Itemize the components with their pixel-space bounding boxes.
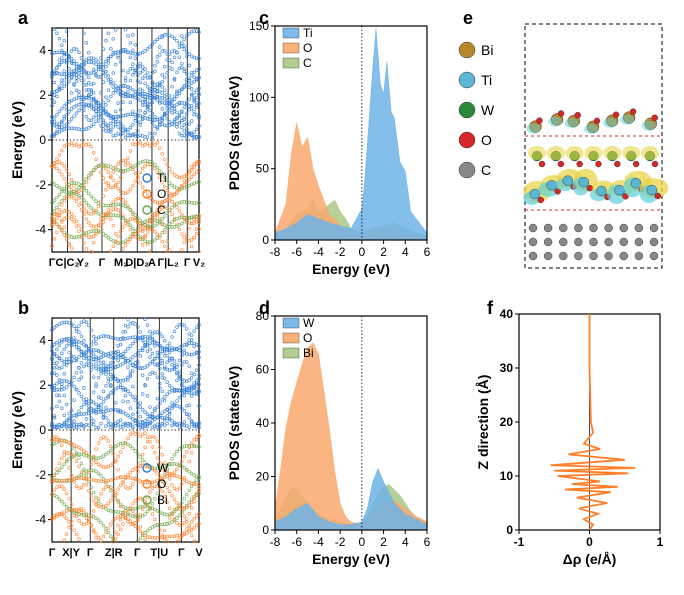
svg-text:D|D₂: D|D₂ bbox=[125, 257, 149, 269]
svg-text:V: V bbox=[195, 547, 203, 559]
svg-text:Z|R: Z|R bbox=[105, 547, 123, 559]
svg-text:O: O bbox=[303, 41, 312, 55]
svg-text:60: 60 bbox=[256, 363, 270, 377]
svg-text:Γ: Γ bbox=[99, 257, 106, 269]
svg-text:Energy (eV): Energy (eV) bbox=[10, 391, 25, 469]
svg-text:-6: -6 bbox=[291, 535, 302, 549]
svg-text:4: 4 bbox=[39, 333, 46, 347]
svg-text:10: 10 bbox=[500, 469, 514, 483]
svg-text:Ti: Ti bbox=[481, 72, 492, 88]
svg-text:X|Y: X|Y bbox=[62, 547, 80, 559]
svg-text:1: 1 bbox=[657, 535, 664, 549]
svg-text:PDOS (states/eV): PDOS (states/eV) bbox=[226, 76, 242, 190]
svg-text:A: A bbox=[148, 257, 156, 269]
svg-text:20: 20 bbox=[256, 470, 270, 484]
svg-text:Energy (eV): Energy (eV) bbox=[312, 261, 390, 277]
svg-text:W: W bbox=[303, 316, 315, 330]
panel-a-label: a bbox=[18, 8, 28, 29]
svg-text:6: 6 bbox=[424, 245, 431, 259]
svg-text:0: 0 bbox=[359, 245, 366, 259]
svg-text:0: 0 bbox=[586, 535, 593, 549]
svg-text:40: 40 bbox=[256, 416, 270, 430]
charge-diff-plot: -101010203040Δρ (e/Å)Z direction (Å) bbox=[475, 300, 670, 570]
panel-d-label: d bbox=[259, 298, 270, 319]
svg-text:-4: -4 bbox=[313, 245, 324, 259]
svg-text:-2: -2 bbox=[335, 245, 346, 259]
svg-text:20: 20 bbox=[500, 415, 514, 429]
panel-f-label: f bbox=[487, 298, 493, 319]
svg-text:-4: -4 bbox=[35, 513, 46, 527]
svg-text:40: 40 bbox=[500, 307, 514, 321]
svg-text:30: 30 bbox=[500, 361, 514, 375]
svg-text:-4: -4 bbox=[35, 223, 46, 237]
svg-text:Energy (eV): Energy (eV) bbox=[10, 101, 25, 179]
svg-text:0: 0 bbox=[262, 233, 269, 247]
svg-text:-6: -6 bbox=[291, 245, 302, 259]
svg-text:Bi: Bi bbox=[303, 346, 314, 360]
svg-text:50: 50 bbox=[256, 162, 270, 176]
svg-text:Γ: Γ bbox=[178, 547, 185, 559]
svg-text:O: O bbox=[157, 477, 166, 491]
svg-text:Γ: Γ bbox=[134, 547, 141, 559]
svg-text:-4: -4 bbox=[313, 535, 324, 549]
svg-text:-2: -2 bbox=[335, 535, 346, 549]
svg-text:W: W bbox=[481, 102, 495, 118]
svg-text:-2: -2 bbox=[35, 468, 46, 482]
svg-text:Bi: Bi bbox=[157, 493, 168, 507]
svg-text:-2: -2 bbox=[35, 178, 46, 192]
svg-text:C: C bbox=[157, 203, 166, 217]
svg-text:V₂: V₂ bbox=[193, 257, 205, 269]
pdos-c: -8-6-4-20246050100150Energy (eV)PDOS (st… bbox=[225, 10, 435, 280]
svg-text:-8: -8 bbox=[270, 535, 281, 549]
svg-text:2: 2 bbox=[380, 245, 387, 259]
panel-c-label: c bbox=[259, 8, 269, 29]
svg-text:Energy (eV): Energy (eV) bbox=[312, 551, 390, 567]
panel-b-label: b bbox=[18, 298, 29, 319]
panel-f: f -101010203040Δρ (e/Å)Z direction (Å) bbox=[475, 300, 670, 570]
svg-text:T|U: T|U bbox=[150, 547, 168, 559]
panel-e: e Bi Ti WOC bbox=[455, 10, 670, 280]
svg-text:2: 2 bbox=[39, 88, 46, 102]
svg-text:0: 0 bbox=[39, 423, 46, 437]
band-structure-b: -4-2024ΓX|YΓZ|RΓT|UΓVEnergy (eV)WOBi bbox=[10, 300, 205, 570]
panel-d: d -8-6-4-20246020406080Energy (eV)PDOS (… bbox=[225, 300, 435, 570]
svg-text:Γ: Γ bbox=[49, 547, 56, 559]
svg-text:2: 2 bbox=[39, 378, 46, 392]
panel-b: b -4-2024ΓX|YΓZ|RΓT|UΓVEnergy (eV)WOBi bbox=[10, 300, 205, 570]
svg-text:O: O bbox=[481, 132, 492, 148]
panel-e-label: e bbox=[463, 8, 473, 29]
svg-text:PDOS (states/eV): PDOS (states/eV) bbox=[226, 366, 242, 480]
svg-text:Γ: Γ bbox=[87, 547, 94, 559]
svg-text:Γ|L₂: Γ|L₂ bbox=[157, 257, 178, 269]
svg-text:W: W bbox=[157, 461, 169, 475]
svg-text:O: O bbox=[157, 187, 166, 201]
svg-text:-8: -8 bbox=[270, 245, 281, 259]
panel-a: a -4-2024ΓC|C₂Y₂ΓM₂D|D₂AΓ|L₂ΓV₂Energy (e… bbox=[10, 10, 205, 280]
pdos-d: -8-6-4-20246020406080Energy (eV)PDOS (st… bbox=[225, 300, 435, 570]
svg-text:0: 0 bbox=[262, 523, 269, 537]
svg-text:4: 4 bbox=[39, 43, 46, 57]
svg-text:0: 0 bbox=[506, 523, 513, 537]
svg-text:Δρ (e/Å): Δρ (e/Å) bbox=[563, 551, 617, 567]
atomic-structure: Bi Ti WOC bbox=[455, 10, 670, 280]
svg-text:100: 100 bbox=[249, 90, 269, 104]
svg-text:Y₂: Y₂ bbox=[77, 257, 89, 269]
svg-text:C: C bbox=[303, 56, 312, 70]
svg-text:Z direction (Å): Z direction (Å) bbox=[475, 375, 491, 470]
svg-text:6: 6 bbox=[424, 535, 431, 549]
svg-text:0: 0 bbox=[359, 535, 366, 549]
svg-text:2: 2 bbox=[380, 535, 387, 549]
svg-text:-1: -1 bbox=[514, 535, 525, 549]
svg-text:Ti: Ti bbox=[157, 171, 167, 185]
svg-text:0: 0 bbox=[39, 133, 46, 147]
panel-c: c -8-6-4-20246050100150Energy (eV)PDOS (… bbox=[225, 10, 435, 280]
band-structure-a: -4-2024ΓC|C₂Y₂ΓM₂D|D₂AΓ|L₂ΓV₂Energy (eV)… bbox=[10, 10, 205, 280]
svg-text:Γ: Γ bbox=[184, 257, 191, 269]
svg-text:C: C bbox=[481, 162, 491, 178]
svg-text:4: 4 bbox=[402, 245, 409, 259]
svg-text:Ti: Ti bbox=[303, 26, 313, 40]
svg-text:O: O bbox=[303, 331, 312, 345]
svg-text:4: 4 bbox=[402, 535, 409, 549]
svg-text:Bi: Bi bbox=[481, 42, 493, 58]
